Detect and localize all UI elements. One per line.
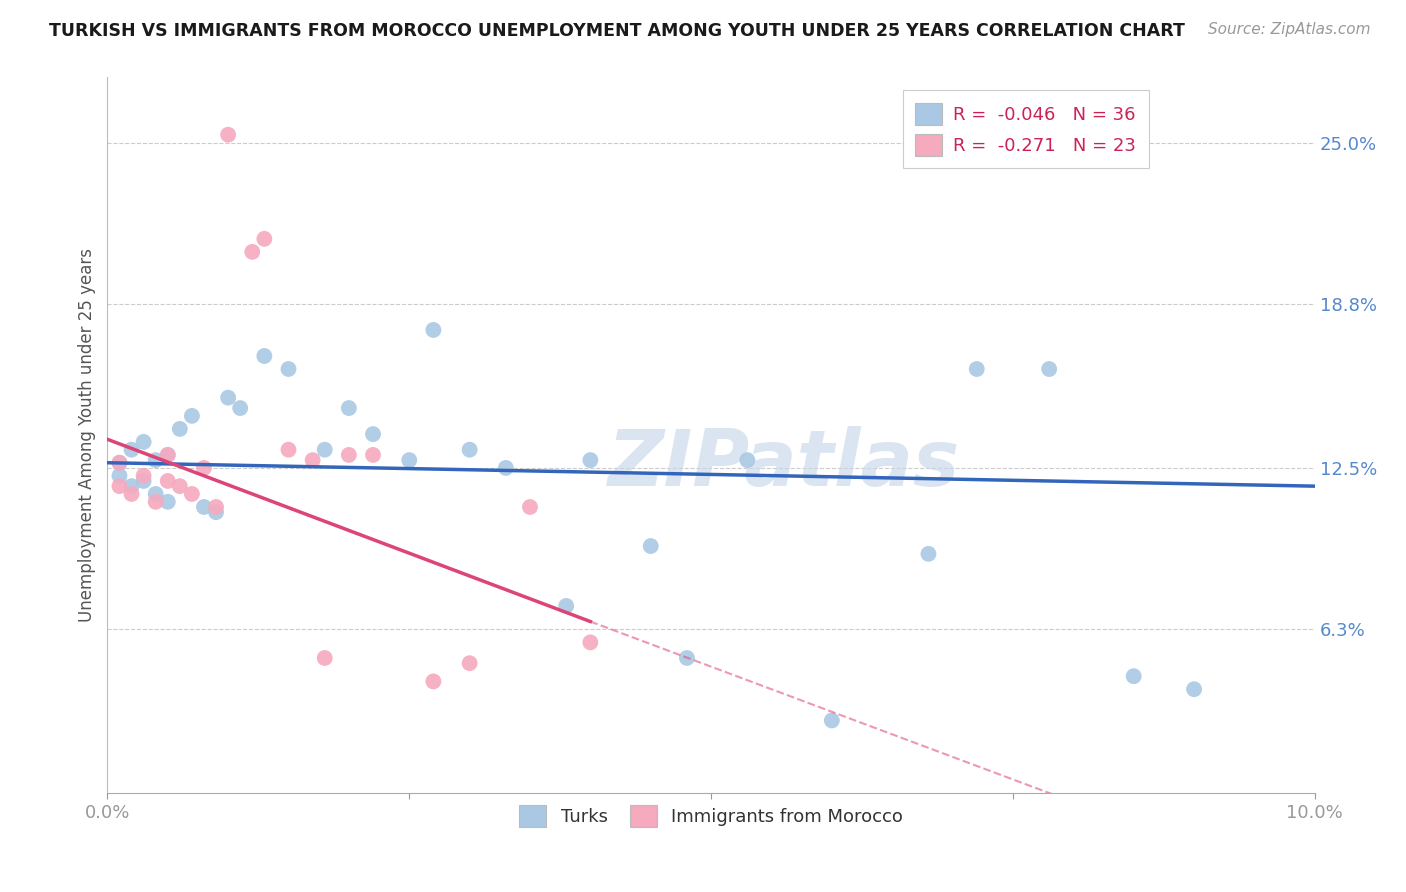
Point bbox=[240, 244, 263, 259]
Point bbox=[1038, 362, 1060, 376]
Point bbox=[398, 453, 420, 467]
Point bbox=[737, 453, 759, 467]
Point bbox=[217, 391, 239, 405]
Point bbox=[519, 500, 541, 514]
Point bbox=[337, 401, 360, 415]
Point bbox=[966, 362, 988, 376]
Point bbox=[156, 474, 179, 488]
Point bbox=[169, 422, 191, 436]
Point bbox=[422, 323, 444, 337]
Point bbox=[301, 453, 323, 467]
Point bbox=[676, 651, 699, 665]
Point bbox=[145, 495, 167, 509]
Point bbox=[361, 427, 384, 442]
Point bbox=[132, 434, 155, 449]
Point bbox=[132, 474, 155, 488]
Point bbox=[458, 442, 481, 457]
Point bbox=[108, 456, 131, 470]
Point bbox=[121, 487, 143, 501]
Point bbox=[253, 232, 276, 246]
Point bbox=[579, 635, 602, 649]
Point bbox=[579, 453, 602, 467]
Point bbox=[1182, 682, 1205, 697]
Point bbox=[555, 599, 578, 613]
Legend: Turks, Immigrants from Morocco: Turks, Immigrants from Morocco bbox=[512, 798, 910, 834]
Point bbox=[229, 401, 252, 415]
Point bbox=[108, 479, 131, 493]
Point bbox=[1122, 669, 1144, 683]
Text: ZIPatlas: ZIPatlas bbox=[607, 426, 960, 502]
Point bbox=[361, 448, 384, 462]
Point bbox=[156, 495, 179, 509]
Point bbox=[205, 505, 228, 519]
Point bbox=[422, 674, 444, 689]
Point bbox=[495, 461, 517, 475]
Point bbox=[169, 479, 191, 493]
Point bbox=[205, 500, 228, 514]
Point bbox=[193, 500, 215, 514]
Text: Source: ZipAtlas.com: Source: ZipAtlas.com bbox=[1208, 22, 1371, 37]
Point bbox=[156, 448, 179, 462]
Point bbox=[145, 487, 167, 501]
Point bbox=[145, 453, 167, 467]
Point bbox=[121, 442, 143, 457]
Point bbox=[314, 651, 336, 665]
Point bbox=[132, 468, 155, 483]
Point bbox=[217, 128, 239, 142]
Point bbox=[180, 409, 202, 423]
Point bbox=[277, 362, 299, 376]
Point bbox=[108, 468, 131, 483]
Point bbox=[180, 487, 202, 501]
Text: TURKISH VS IMMIGRANTS FROM MOROCCO UNEMPLOYMENT AMONG YOUTH UNDER 25 YEARS CORRE: TURKISH VS IMMIGRANTS FROM MOROCCO UNEMP… bbox=[49, 22, 1185, 40]
Point bbox=[253, 349, 276, 363]
Point bbox=[314, 442, 336, 457]
Point bbox=[337, 448, 360, 462]
Point bbox=[121, 479, 143, 493]
Point bbox=[917, 547, 939, 561]
Point bbox=[821, 714, 844, 728]
Y-axis label: Unemployment Among Youth under 25 years: Unemployment Among Youth under 25 years bbox=[79, 248, 96, 623]
Point bbox=[193, 461, 215, 475]
Point bbox=[156, 448, 179, 462]
Point bbox=[277, 442, 299, 457]
Point bbox=[640, 539, 662, 553]
Point bbox=[108, 456, 131, 470]
Point bbox=[458, 656, 481, 670]
